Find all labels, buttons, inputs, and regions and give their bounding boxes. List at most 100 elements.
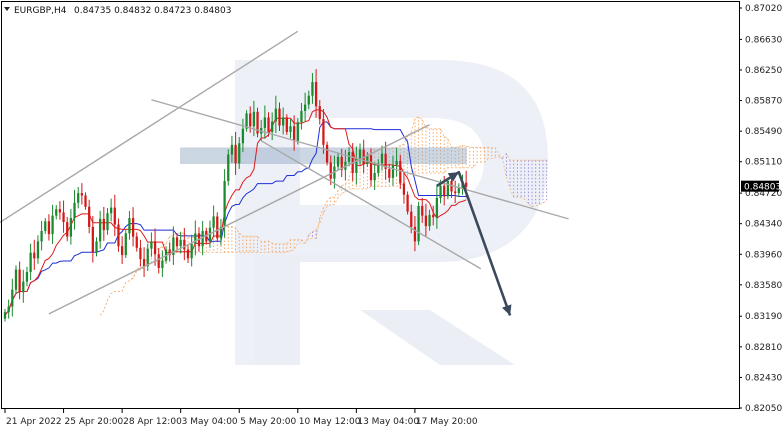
candle-body (131, 218, 135, 237)
broker-logo-watermark (235, 60, 548, 365)
candle-body (102, 218, 105, 231)
candle-body (278, 108, 281, 126)
y-tick-label: 0.86250 (745, 66, 782, 76)
x-tick-label: 5 May 20:00 (240, 417, 296, 427)
x-tick-label: 21 Apr 2022 (6, 417, 62, 427)
candle-body (14, 269, 18, 290)
candle-body (318, 106, 321, 120)
y-tick-label: 0.87020 (745, 4, 782, 14)
y-tick-label: 0.82810 (745, 343, 782, 353)
ohlc-label: 0.84735 0.84832 0.84723 0.84803 (74, 6, 231, 16)
y-tick-label: 0.83960 (745, 250, 782, 260)
candle-body (439, 185, 442, 198)
y-tick-label: 0.85490 (745, 127, 782, 137)
x-tick-label: 3 May 04:00 (182, 417, 238, 427)
candle-body (314, 82, 318, 107)
y-tick-label: 0.85110 (745, 158, 782, 168)
candle-body (303, 104, 307, 112)
candle-body (443, 185, 446, 197)
current-price-tag: 0.84803 (741, 180, 781, 193)
candle-body (307, 95, 310, 105)
y-tick-label: 0.83190 (745, 312, 782, 322)
candle-body (296, 122, 299, 141)
candle-body (91, 226, 94, 253)
candle-body (157, 254, 160, 268)
candle-body (117, 224, 120, 247)
candle-body (358, 149, 362, 160)
svg-text:0.84803: 0.84803 (744, 183, 781, 193)
candle-body (179, 239, 182, 247)
candle-body (223, 181, 226, 227)
candle-body (373, 172, 376, 181)
candle-body (146, 248, 149, 267)
candlesticks (3, 69, 468, 322)
y-tick-label: 0.82050 (745, 404, 782, 414)
candle-body (106, 213, 109, 231)
candle-body (135, 236, 138, 248)
y-tick-label: 0.86630 (745, 35, 782, 45)
candle-body (241, 128, 245, 144)
senkou-span-a (99, 116, 547, 316)
candle-body (175, 237, 179, 247)
candle-body (139, 247, 142, 260)
candle-body (168, 249, 171, 256)
candle-body (388, 168, 391, 178)
candle-body (36, 241, 40, 259)
candle-body (340, 156, 343, 170)
candle-body (227, 154, 230, 182)
candle-body (271, 121, 274, 132)
candle-body (55, 209, 58, 216)
forecast-arrow (436, 170, 512, 316)
candle-body (249, 113, 252, 127)
candle-body (62, 212, 65, 223)
candle-body (245, 113, 248, 129)
candle-body (25, 271, 29, 282)
candle-body (142, 259, 146, 267)
candle-body (69, 218, 73, 237)
candle-body (113, 207, 116, 225)
candle-body (282, 117, 285, 126)
candle-body (402, 183, 406, 195)
candle-body (336, 156, 340, 167)
candle-body (7, 306, 10, 313)
candle-body (391, 164, 395, 178)
candle-body (428, 214, 431, 227)
candle-body (234, 144, 237, 164)
candle-body (183, 239, 186, 250)
candle-body (194, 233, 197, 244)
candle-body (417, 205, 420, 242)
candle-body (267, 117, 270, 132)
candle-body (33, 252, 36, 259)
x-tick-label: 25 Apr 20:00 (65, 417, 124, 427)
candle-body (432, 214, 435, 218)
candle-body (80, 193, 83, 196)
candle-body (399, 160, 402, 184)
candle-body (150, 241, 153, 249)
candle-body (110, 207, 113, 214)
candle-body (3, 312, 7, 319)
candle-body (454, 191, 457, 194)
triangle-down-icon[interactable] (4, 7, 10, 11)
symbol-label: EURGBP,H4 (14, 6, 67, 16)
candle-body (51, 215, 54, 235)
candle-body (18, 269, 21, 293)
plot-frame (1, 1, 740, 409)
candle-body (11, 289, 14, 307)
candle-body (22, 281, 25, 293)
candle-body (465, 182, 468, 187)
candle-body (406, 194, 409, 212)
y-tick-label: 0.85870 (745, 97, 782, 107)
candle-body (230, 144, 234, 155)
candle-body (293, 126, 296, 141)
kijun-line (4, 121, 467, 316)
candle-body (325, 144, 329, 163)
candle-body (128, 218, 131, 234)
candle-body (355, 159, 358, 173)
senkou-span-b (99, 152, 547, 316)
candle-body (380, 153, 384, 164)
channel-lower-line (48, 124, 430, 315)
trend-channels (0, 30, 569, 315)
candle-body (124, 233, 127, 256)
